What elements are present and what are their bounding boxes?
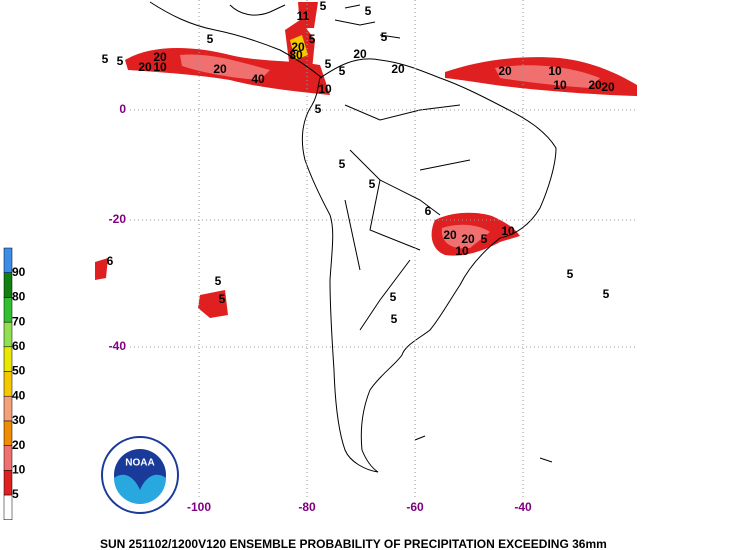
contour-label: 20: [588, 78, 602, 92]
coastline: [301, 58, 557, 473]
contour-label: 5: [219, 292, 226, 306]
contour-label: 5: [207, 32, 214, 46]
contour-label: 5: [390, 290, 397, 304]
coastline: [229, 4, 286, 16]
contour-label: 5: [320, 0, 327, 13]
precip-area: [180, 54, 270, 80]
contour-label: 20: [138, 60, 152, 74]
contour-label: 10: [318, 82, 332, 96]
contour-label: 6: [107, 254, 114, 268]
legend-swatch: [3, 297, 13, 323]
longitude-label: -100: [187, 500, 211, 514]
longitude-label: -40: [514, 500, 532, 514]
contour-label: 5: [339, 64, 346, 78]
contour-label: 5: [325, 57, 332, 71]
contour-label: 20: [498, 64, 512, 78]
legend-label: 70: [12, 314, 26, 328]
legend-label: 60: [12, 339, 26, 353]
legend-swatch: [3, 395, 13, 422]
legend: 5 10 20 30 40 50 60 70 80 90: [3, 247, 26, 520]
contour-label: 10: [553, 78, 567, 92]
legend-label: 5: [12, 487, 19, 501]
precip-area: [95, 258, 108, 280]
contour-label: 20: [153, 50, 167, 64]
contour-label: 5: [567, 267, 574, 281]
contour-label: 6: [425, 204, 432, 218]
latitude-label: -20: [109, 212, 127, 226]
coastline: [414, 435, 553, 463]
contour-label: 5: [117, 54, 124, 68]
contour-label: 5: [215, 274, 222, 288]
coastline: [334, 4, 401, 39]
longitude-label: -60: [406, 500, 424, 514]
contour-label: 20: [213, 62, 227, 76]
precip-area: [290, 35, 308, 60]
legend-label: 20: [12, 438, 26, 452]
contour-label: 80: [289, 48, 303, 62]
map-title: SUN 251102/1200V120 ENSEMBLE PROBABILITY…: [100, 537, 607, 550]
legend-swatch: [3, 494, 13, 520]
latitude-label: -40: [109, 339, 127, 353]
legend-label: 10: [12, 462, 26, 476]
contour-label: 20: [291, 40, 305, 54]
contour-label: 20: [443, 228, 457, 242]
contour-label: 5: [381, 30, 388, 44]
contour-label: 5: [391, 312, 398, 326]
legend-swatch: [3, 470, 13, 496]
logo-sea: [114, 474, 166, 504]
contour-label: 10: [153, 60, 167, 74]
legend-swatch: [3, 371, 13, 397]
contour-label: 40: [251, 72, 265, 86]
graticule: 0 -20 -40 -100 -80 -60 -40: [109, 0, 637, 514]
legend-swatch: [3, 321, 13, 348]
precip-area: [441, 224, 490, 249]
legend-swatch: [3, 272, 13, 298]
legend-label: 40: [12, 388, 26, 402]
contour-label: 10: [455, 244, 469, 258]
contour-label: 5: [309, 32, 316, 46]
legend-swatch: [3, 247, 13, 273]
contour-label: 20: [601, 80, 615, 94]
noaa-logo: NOAA: [101, 436, 179, 514]
contour-label: 5: [481, 232, 488, 246]
border: [344, 104, 471, 331]
contour-label: 10: [501, 224, 515, 238]
logo-text: NOAA: [125, 458, 154, 469]
coastline: [149, 1, 323, 79]
contour-label: 20: [461, 232, 475, 246]
precip-areas: [95, 2, 637, 318]
legend-label: 90: [12, 265, 26, 279]
contour-label: 10: [548, 64, 562, 78]
longitude-label: -80: [298, 500, 316, 514]
contour-label: 5: [603, 287, 610, 301]
contour-label: 20: [353, 47, 367, 61]
legend-swatch: [3, 420, 13, 446]
legend-label: 80: [12, 290, 26, 304]
coastlines: [149, 1, 557, 473]
precip-area: [198, 290, 228, 318]
contour-label: 11: [297, 9, 310, 23]
contour-label: 5: [369, 177, 376, 191]
latitude-label: 0: [119, 102, 126, 116]
precip-area: [298, 2, 318, 28]
precip-area: [495, 65, 600, 88]
contour-label: 5: [102, 52, 109, 66]
legend-label: 30: [12, 413, 26, 427]
contour-label: 5: [339, 157, 346, 171]
legend-label: 50: [12, 364, 26, 378]
legend-swatch: [3, 445, 13, 471]
contour-label: 5: [365, 4, 372, 18]
contour-label: 5: [315, 102, 322, 116]
legend-swatch: [3, 346, 13, 372]
contour-label: 20: [391, 62, 405, 76]
